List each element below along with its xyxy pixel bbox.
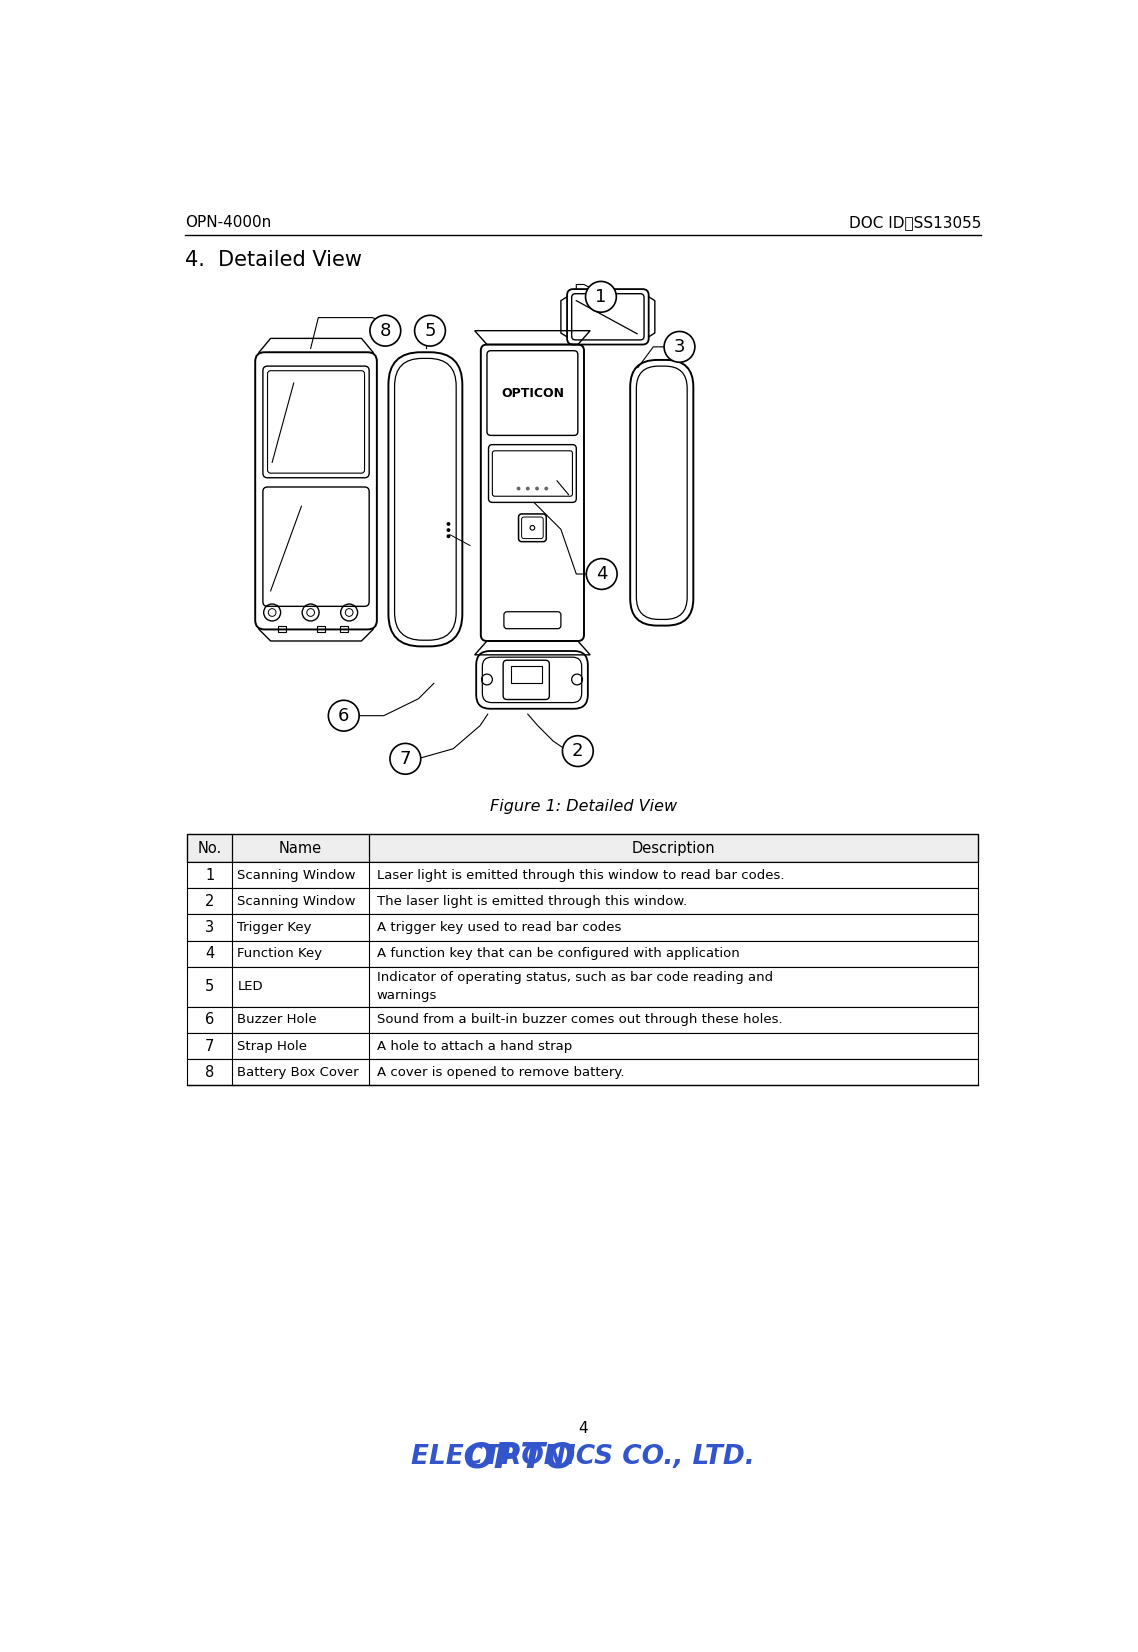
- Text: 5: 5: [205, 980, 214, 995]
- Circle shape: [562, 735, 593, 767]
- Text: Laser light is emitted through this window to read bar codes.: Laser light is emitted through this wind…: [377, 869, 784, 882]
- Bar: [188, 1006, 979, 1032]
- Circle shape: [390, 743, 421, 775]
- Text: A trigger key used to read bar codes: A trigger key used to read bar codes: [377, 920, 621, 933]
- Text: No.: No.: [198, 841, 222, 856]
- Bar: [340, 626, 347, 631]
- Text: Trigger Key: Trigger Key: [238, 920, 312, 933]
- Text: 8: 8: [380, 322, 391, 340]
- Text: Scanning Window: Scanning Window: [238, 895, 356, 907]
- Text: 6: 6: [205, 1013, 214, 1028]
- Text: 4: 4: [596, 565, 608, 583]
- Text: Battery Box Cover: Battery Box Cover: [238, 1066, 360, 1079]
- Text: warnings: warnings: [377, 990, 437, 1003]
- Text: 5: 5: [424, 322, 436, 340]
- Text: Scanning Window: Scanning Window: [238, 869, 356, 882]
- Text: ELECTRONICS CO., LTD.: ELECTRONICS CO., LTD.: [411, 1444, 756, 1470]
- Circle shape: [586, 281, 617, 312]
- Text: 1: 1: [595, 287, 607, 306]
- Circle shape: [329, 700, 360, 732]
- Text: A function key that can be configured with application: A function key that can be configured wi…: [377, 947, 740, 960]
- Text: 7: 7: [205, 1039, 214, 1054]
- Text: Figure 1: Detailed View: Figure 1: Detailed View: [489, 800, 677, 814]
- Text: Description: Description: [632, 841, 716, 856]
- Circle shape: [665, 332, 695, 362]
- Text: Name: Name: [279, 841, 322, 856]
- Text: OPN‑4000n: OPN‑4000n: [185, 215, 271, 230]
- Bar: [316, 626, 324, 631]
- Text: OPTICON: OPTICON: [501, 387, 564, 400]
- Bar: [188, 940, 979, 966]
- Bar: [511, 666, 542, 682]
- Circle shape: [517, 487, 520, 491]
- Text: Buzzer Hole: Buzzer Hole: [238, 1013, 318, 1026]
- Text: 6: 6: [338, 707, 349, 725]
- Bar: [188, 834, 979, 862]
- Bar: [188, 889, 979, 914]
- Bar: [188, 966, 979, 1006]
- Circle shape: [414, 316, 445, 345]
- Circle shape: [526, 487, 529, 491]
- Text: Strap Hole: Strap Hole: [238, 1039, 307, 1052]
- Text: 1: 1: [205, 867, 214, 882]
- Text: 4: 4: [578, 1421, 588, 1436]
- Text: 4: 4: [205, 947, 214, 961]
- Text: Function Key: Function Key: [238, 947, 322, 960]
- Text: The laser light is emitted through this window.: The laser light is emitted through this …: [377, 895, 687, 907]
- Circle shape: [446, 534, 451, 539]
- Text: 4.  Detailed View: 4. Detailed View: [185, 249, 362, 269]
- Text: LED: LED: [238, 980, 263, 993]
- Text: 2: 2: [205, 894, 214, 909]
- Circle shape: [544, 487, 549, 491]
- Text: A hole to attach a hand strap: A hole to attach a hand strap: [377, 1039, 572, 1052]
- Text: OPTO: OPTO: [464, 1441, 577, 1474]
- Text: 2: 2: [572, 742, 584, 760]
- Text: 7: 7: [399, 750, 411, 768]
- Circle shape: [446, 529, 451, 532]
- Circle shape: [446, 522, 451, 525]
- Text: DOC ID：SS13055: DOC ID：SS13055: [849, 215, 981, 230]
- Text: 3: 3: [674, 339, 685, 355]
- Bar: [188, 1032, 979, 1059]
- Text: Indicator of operating status, such as bar code reading and: Indicator of operating status, such as b…: [377, 971, 773, 985]
- Text: 8: 8: [205, 1064, 214, 1080]
- Bar: [279, 626, 286, 631]
- Text: Sound from a built-in buzzer comes out through these holes.: Sound from a built-in buzzer comes out t…: [377, 1013, 783, 1026]
- Text: A cover is opened to remove battery.: A cover is opened to remove battery.: [377, 1066, 625, 1079]
- Circle shape: [370, 316, 401, 345]
- Bar: [188, 914, 979, 940]
- Circle shape: [535, 487, 539, 491]
- Bar: [188, 1059, 979, 1085]
- Text: 3: 3: [205, 920, 214, 935]
- Circle shape: [586, 558, 617, 590]
- Bar: [188, 862, 979, 889]
